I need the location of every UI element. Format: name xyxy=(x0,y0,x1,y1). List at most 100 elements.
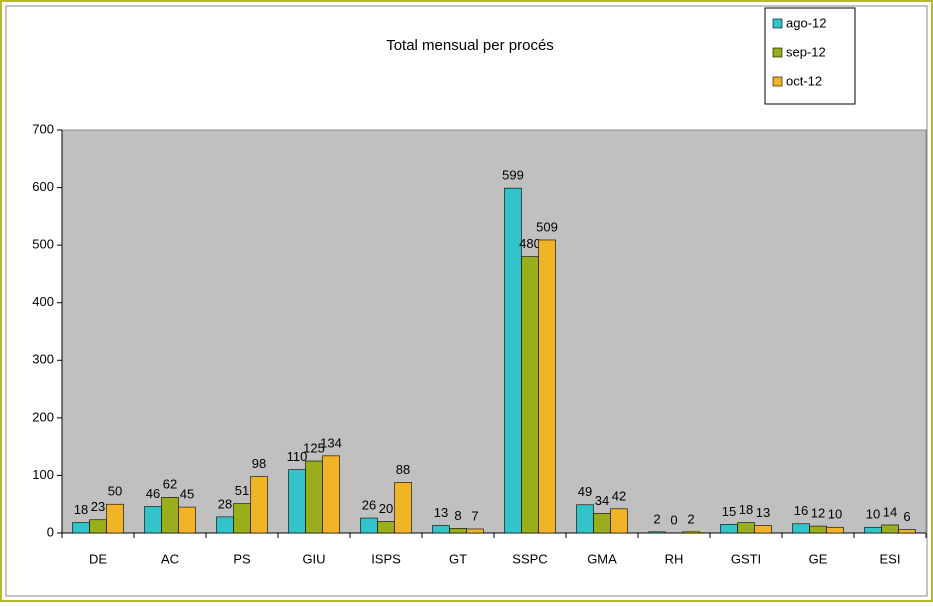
bar xyxy=(737,522,755,534)
data-label: 2 xyxy=(687,511,694,526)
bar xyxy=(521,256,539,534)
data-label: 45 xyxy=(180,487,194,502)
x-tick-label: GIU xyxy=(302,551,325,566)
bar xyxy=(648,531,666,534)
y-tick-label: 0 xyxy=(47,524,54,539)
x-tick-label: SSPC xyxy=(512,551,547,566)
data-label: 125 xyxy=(303,440,325,455)
x-tick-label: ESI xyxy=(880,551,901,566)
bar xyxy=(377,521,395,534)
data-label: 110 xyxy=(287,449,308,464)
bar xyxy=(720,524,738,534)
bar xyxy=(144,506,162,534)
bar xyxy=(216,516,234,534)
legend-label: ago-12 xyxy=(786,15,826,30)
bar xyxy=(233,503,251,534)
data-label: 49 xyxy=(578,484,592,499)
data-label: 18 xyxy=(739,502,753,517)
bar xyxy=(72,522,90,534)
data-label: 88 xyxy=(396,462,410,477)
data-label: 13 xyxy=(756,505,770,520)
data-label: 8 xyxy=(454,508,461,523)
data-label: 13 xyxy=(434,505,448,520)
data-label: 480 xyxy=(519,236,541,251)
data-label: 12 xyxy=(811,506,825,521)
data-label: 98 xyxy=(252,456,266,471)
bar xyxy=(305,460,323,534)
data-label: 599 xyxy=(502,168,524,183)
legend-label: sep-12 xyxy=(786,44,826,59)
x-tick-label: DE xyxy=(89,551,107,566)
legend-label: oct-12 xyxy=(786,73,822,88)
x-tick-label: ISPS xyxy=(371,551,401,566)
bar xyxy=(161,497,179,534)
data-label: 20 xyxy=(379,501,393,516)
bar xyxy=(178,506,196,534)
x-tick-label: PS xyxy=(233,551,251,566)
bar xyxy=(593,513,611,534)
data-label: 28 xyxy=(218,496,232,511)
data-label: 42 xyxy=(612,488,626,503)
bar xyxy=(792,523,810,534)
bar xyxy=(288,469,306,534)
data-label: 62 xyxy=(163,477,177,492)
data-label: 18 xyxy=(74,502,88,517)
chart-frame xyxy=(5,5,928,597)
y-tick-label: 300 xyxy=(32,352,54,367)
bar xyxy=(826,526,844,534)
data-label: 34 xyxy=(595,493,609,508)
x-tick-label: AC xyxy=(161,551,179,566)
data-label: 23 xyxy=(91,499,105,514)
y-tick-label: 100 xyxy=(32,467,54,482)
bar xyxy=(809,525,827,534)
bar xyxy=(250,476,268,534)
y-tick-label: 700 xyxy=(32,121,54,136)
data-label: 50 xyxy=(108,484,122,499)
legend-swatch xyxy=(772,18,783,29)
data-label: 51 xyxy=(235,483,249,498)
y-tick-label: 200 xyxy=(32,409,54,424)
data-label: 134 xyxy=(320,435,342,450)
data-label: 46 xyxy=(146,486,160,501)
legend-swatch xyxy=(772,76,783,87)
data-label: 6 xyxy=(903,509,910,524)
x-tick-label: GSTI xyxy=(731,551,761,566)
bar xyxy=(360,517,378,534)
data-label: 10 xyxy=(866,507,880,522)
bar xyxy=(538,239,556,534)
x-tick-label: GMA xyxy=(587,551,617,566)
plot-area xyxy=(61,129,927,534)
bar xyxy=(394,482,412,534)
bar xyxy=(610,508,628,534)
x-tick-label: GT xyxy=(449,551,467,566)
data-label: 0 xyxy=(670,512,677,527)
bar xyxy=(881,524,899,534)
bar xyxy=(682,531,700,534)
bar xyxy=(89,519,107,534)
y-tick-label: 500 xyxy=(32,237,54,252)
bar xyxy=(576,504,594,534)
data-label: 10 xyxy=(828,507,842,522)
bar xyxy=(754,525,772,534)
bar xyxy=(864,526,882,534)
y-tick-label: 400 xyxy=(32,294,54,309)
data-label: 14 xyxy=(883,504,897,519)
bar xyxy=(322,455,340,534)
legend-swatch xyxy=(772,47,783,58)
data-label: 26 xyxy=(362,497,376,512)
data-label: 2 xyxy=(653,511,660,526)
bar xyxy=(106,503,124,534)
data-label: 16 xyxy=(794,503,808,518)
data-label: 15 xyxy=(722,504,736,519)
x-tick-label: GE xyxy=(809,551,828,566)
bar xyxy=(898,529,916,534)
bar xyxy=(449,528,467,534)
bar xyxy=(432,525,450,534)
chart-title: Total mensual per procés xyxy=(386,37,554,54)
data-label: 509 xyxy=(536,219,558,234)
x-tick-label: RH xyxy=(665,551,684,566)
data-label: 7 xyxy=(471,508,478,523)
bar xyxy=(466,528,484,534)
y-tick-label: 600 xyxy=(32,179,54,194)
